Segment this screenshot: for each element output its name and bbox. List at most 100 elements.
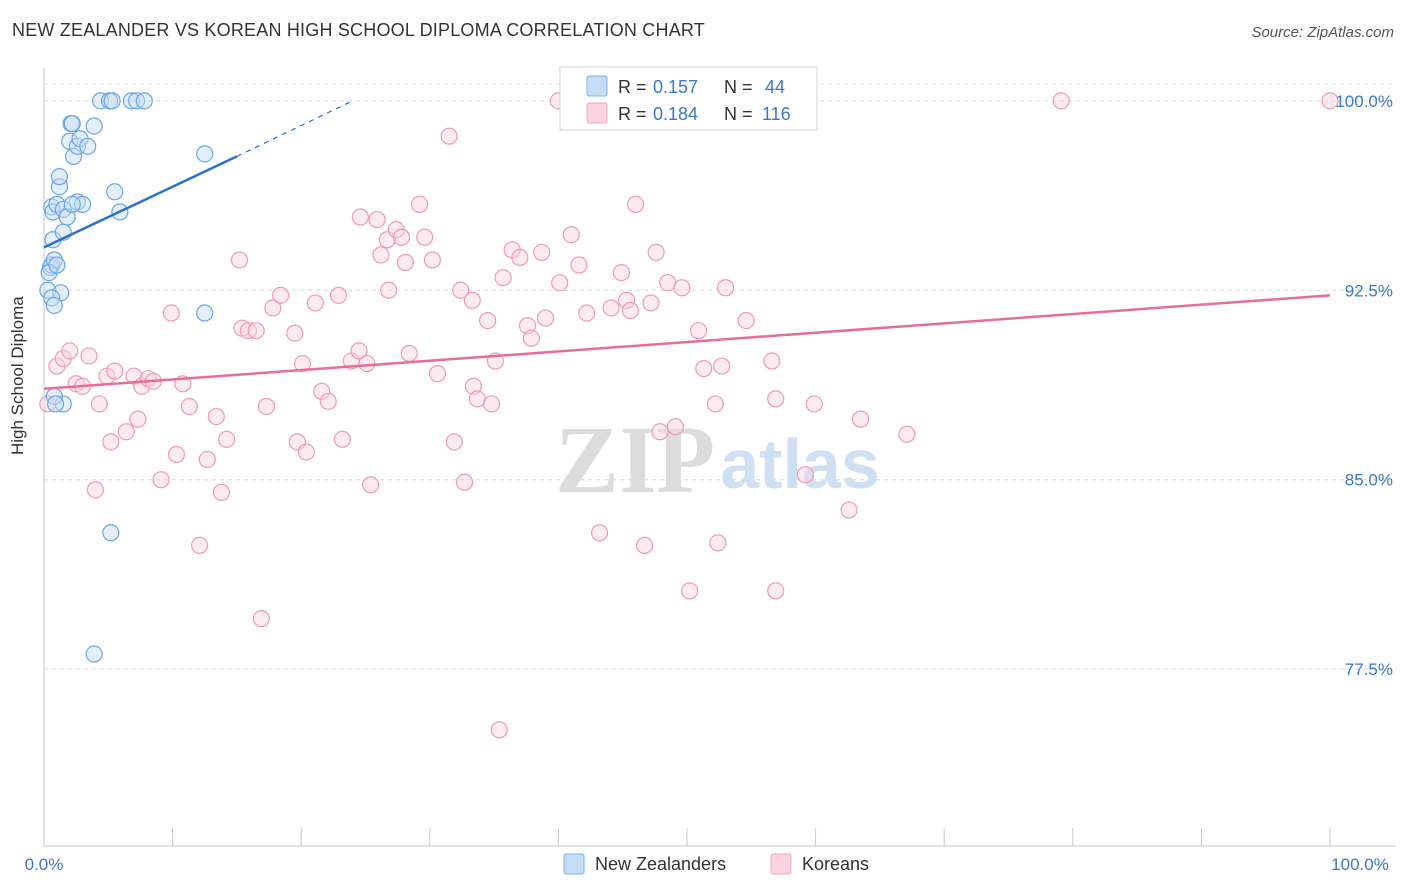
nz-point	[58, 208, 76, 226]
korean-point	[61, 342, 79, 360]
nz-point	[45, 296, 63, 315]
legend-r-label-pink: R =	[618, 104, 647, 124]
korean-point	[333, 430, 351, 448]
nz-point	[63, 114, 81, 133]
korean-point	[840, 501, 858, 519]
korean-point	[522, 329, 540, 347]
nz-point	[50, 178, 69, 196]
nz-point	[50, 168, 69, 186]
korean-point	[805, 395, 823, 413]
korean-point	[313, 382, 331, 400]
korean-point	[428, 365, 447, 383]
korean-point	[180, 397, 198, 416]
korean-point	[198, 450, 216, 469]
korean-point	[252, 610, 270, 628]
y-tick-label: 77.5%	[1345, 660, 1393, 679]
korean-point	[590, 524, 609, 542]
korean-point	[396, 253, 414, 272]
korean-point	[689, 322, 708, 340]
korean-point	[490, 721, 508, 739]
trend-line-new-zealanders-extension	[236, 100, 353, 157]
korean-point	[167, 445, 186, 464]
nz-point	[46, 395, 65, 413]
legend-bottom-swatch-blue	[563, 853, 585, 875]
trend-line-new-zealanders	[43, 155, 238, 249]
korean-point	[218, 430, 236, 448]
korean-point	[293, 354, 312, 373]
grid-lines	[44, 83, 1396, 670]
x-tick-label-max: 100.0%	[1331, 855, 1389, 874]
korean-point	[257, 397, 276, 416]
korean-point	[612, 264, 631, 282]
korean-point	[106, 362, 124, 380]
nz-point	[85, 117, 103, 135]
korean-point	[90, 395, 108, 413]
korean-point	[372, 246, 390, 264]
nz-point	[106, 183, 124, 201]
korean-point	[518, 317, 537, 335]
korean-point	[463, 291, 481, 309]
korean-point	[570, 256, 588, 274]
nz-point	[196, 145, 214, 163]
legend-series: New Zealanders Koreans	[563, 853, 869, 875]
watermark-atlas: atlas	[720, 425, 880, 503]
korean-point	[416, 228, 434, 246]
legend-bottom-label-blue: New Zealanders	[595, 854, 726, 874]
korean-point	[551, 274, 569, 292]
korean-point	[511, 248, 529, 267]
korean-point	[362, 476, 380, 494]
legend-r-label-blue: R =	[618, 77, 647, 97]
source-label: Source: ZipAtlas.com	[1251, 24, 1394, 41]
korean-point	[297, 443, 315, 461]
korean-point	[898, 425, 916, 443]
korean-point	[647, 243, 665, 261]
korean-point	[706, 395, 724, 413]
legend-n-label-blue: N =	[724, 77, 753, 97]
korean-point	[635, 536, 654, 555]
korean-point	[578, 304, 596, 322]
korean-point	[319, 392, 337, 411]
y-tick-label: 100.0%	[1335, 92, 1393, 111]
korean-point	[482, 395, 501, 413]
korean-point	[796, 466, 814, 484]
korean-point	[102, 433, 120, 451]
korean-point	[695, 359, 713, 378]
korean-point	[350, 342, 368, 360]
korean-point	[642, 294, 660, 312]
korean-point	[423, 251, 441, 269]
korean-point	[286, 324, 304, 342]
legend-bottom-swatch-pink	[770, 853, 792, 875]
korean-point	[445, 433, 463, 451]
korean-point	[479, 311, 497, 330]
korean-point	[852, 410, 870, 428]
korean-point	[86, 481, 105, 499]
korean-point	[247, 322, 265, 340]
x-tick-label-min: 0.0%	[25, 855, 64, 874]
y-tick-label: 92.5%	[1345, 281, 1393, 300]
nz-point	[196, 304, 214, 322]
korean-point	[1321, 92, 1339, 110]
nz-point	[135, 92, 153, 110]
korean-point	[380, 281, 398, 299]
nz-point	[102, 524, 120, 542]
korean-point	[207, 407, 225, 426]
korean-point	[464, 377, 483, 395]
korean-point	[1052, 92, 1070, 110]
legend-n-value-pink: 116	[762, 104, 791, 124]
korean-point	[767, 390, 785, 408]
korean-point	[626, 195, 645, 214]
nz-point	[122, 92, 141, 110]
korean-point	[680, 582, 699, 600]
korean-point	[117, 423, 135, 441]
korean-point	[617, 291, 636, 309]
korean-point	[272, 286, 290, 304]
korean-point	[440, 127, 458, 145]
korean-point	[713, 357, 731, 375]
korean-point	[410, 195, 429, 214]
legend-r-value-blue: 0.157	[653, 77, 698, 97]
korean-point	[329, 286, 348, 304]
korean-point	[400, 344, 418, 363]
korean-point	[162, 304, 180, 322]
korean-point	[763, 352, 781, 370]
y-tick-labels: 100.0% 92.5% 85.0% 77.5%	[1335, 92, 1393, 679]
